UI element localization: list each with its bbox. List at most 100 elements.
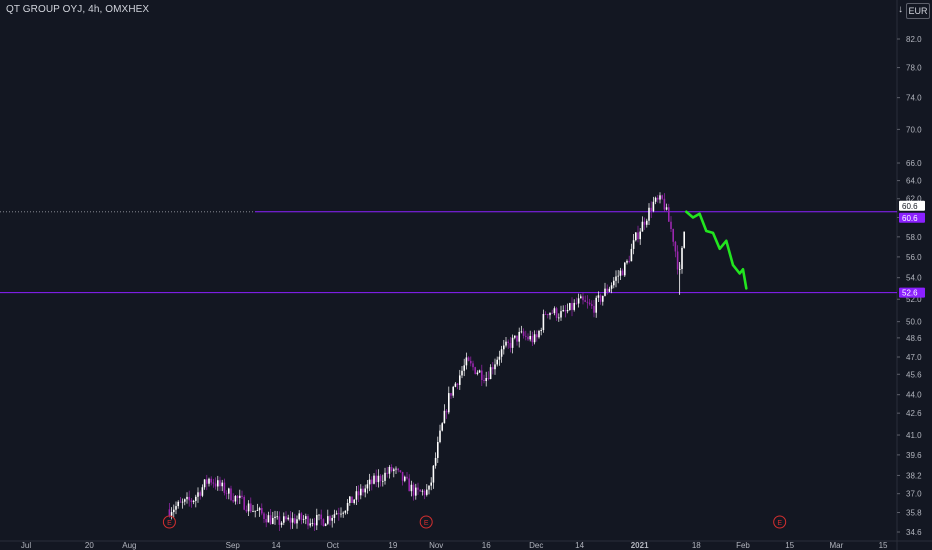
candle-body: [531, 335, 534, 343]
candle-body: [514, 335, 516, 338]
candle-body: [448, 393, 450, 413]
x-tick-label: 20: [85, 541, 94, 550]
candle-body: [665, 207, 668, 210]
candle-body: [542, 313, 545, 331]
candle-body: [672, 229, 674, 242]
candle-body: [239, 495, 241, 498]
candle-body: [335, 513, 338, 515]
candle-body: [399, 470, 402, 472]
candle-body: [203, 479, 206, 488]
candle-body: [280, 522, 283, 525]
candle-body: [241, 495, 243, 497]
candle-body: [487, 378, 490, 380]
candle-body: [177, 501, 179, 507]
candle-body: [533, 334, 536, 343]
candle-body: [267, 515, 270, 523]
candle-body: [476, 372, 479, 374]
y-tick-label: 82.0: [906, 35, 922, 44]
candle-body: [619, 270, 622, 276]
candle-body: [663, 198, 666, 210]
arrow-down-icon[interactable]: ↓: [898, 4, 903, 15]
candle-body: [569, 303, 571, 311]
candle-body: [221, 482, 223, 487]
candle-body: [676, 251, 679, 270]
symbol-title: QT GROUP OYJ, 4h, OMXHEX: [6, 4, 150, 15]
candle-body: [450, 393, 452, 396]
candle-body: [311, 523, 314, 524]
candle-body: [668, 207, 670, 222]
candle-body: [265, 518, 267, 523]
candle-body: [283, 516, 285, 523]
candle-body: [485, 378, 487, 382]
candle-body: [595, 297, 597, 313]
candle-body: [437, 442, 439, 458]
candle-body: [388, 467, 391, 474]
y-tick-label: 41.0: [906, 431, 922, 440]
candle-body: [415, 487, 417, 496]
candle-body: [654, 197, 657, 202]
candle-body: [555, 308, 558, 318]
candle-body: [368, 479, 371, 485]
candle-body: [613, 280, 615, 286]
candles-group: [168, 192, 685, 532]
earnings-marker-label: E: [777, 520, 782, 527]
earnings-marker-icon: [419, 515, 433, 529]
candle-body: [340, 513, 342, 515]
currency-selector[interactable]: EUR: [906, 3, 930, 19]
x-tick-label: Nov: [429, 541, 443, 550]
candle-body: [529, 335, 531, 340]
y-tick-label: 48.6: [906, 334, 922, 343]
level-price-tag-bg: [899, 287, 925, 298]
candle-body: [659, 195, 661, 200]
candle-body: [421, 490, 424, 492]
earnings-marker-icon: [773, 515, 787, 529]
candle-body: [384, 472, 386, 481]
x-tick-label: Feb: [736, 541, 750, 550]
candle-body: [371, 479, 373, 484]
candle-body: [192, 500, 195, 503]
candle-body: [327, 516, 329, 524]
candle-body: [393, 469, 395, 472]
candle-body: [503, 345, 505, 350]
candle-body: [681, 247, 683, 270]
candle-body: [305, 516, 307, 519]
candle-body: [278, 516, 281, 525]
candle-body: [309, 523, 311, 526]
candle-body: [423, 490, 426, 495]
candle-body: [186, 496, 188, 500]
y-tick-label: 70.0: [906, 125, 922, 134]
candle-body: [637, 232, 639, 240]
candle-body: [498, 356, 501, 360]
candle-body: [439, 430, 441, 443]
y-tick-label: 44.0: [906, 391, 922, 400]
candle-body: [428, 485, 430, 490]
candle-body: [452, 386, 454, 396]
candle-body: [443, 410, 446, 424]
candle-body: [412, 484, 415, 496]
candle-body: [599, 295, 602, 302]
x-tick-label: 16: [482, 541, 491, 550]
x-tick-label: 2021: [631, 541, 649, 550]
level-price-tag: 60.6: [899, 212, 925, 223]
candle-body: [285, 516, 287, 520]
candle-body: [507, 341, 509, 343]
candle-body: [459, 375, 461, 385]
candle-body: [558, 317, 560, 319]
candle-body: [188, 496, 190, 501]
candle-body: [307, 516, 309, 526]
candle-body: [584, 300, 586, 302]
candle-body: [395, 468, 397, 470]
candle-body: [580, 296, 582, 299]
candle-body: [360, 488, 362, 496]
candle-body: [179, 501, 182, 503]
candle-body: [324, 523, 327, 527]
candle-body: [549, 312, 551, 316]
candle-body: [382, 480, 384, 482]
y-tick-label: 66.0: [906, 159, 922, 168]
candle-body: [272, 517, 274, 525]
candle-body: [441, 423, 443, 431]
candle-body: [489, 367, 492, 380]
candle-body: [454, 383, 457, 387]
